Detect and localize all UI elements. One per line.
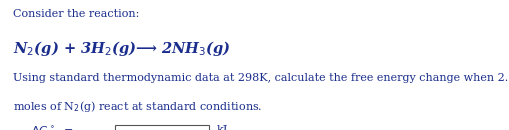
- Text: kJ: kJ: [216, 125, 228, 130]
- Text: Consider the reaction:: Consider the reaction:: [13, 9, 139, 19]
- Text: Using standard thermodynamic data at 298K, calculate the free energy change when: Using standard thermodynamic data at 298…: [13, 73, 509, 83]
- Text: $\Delta G^\circ_{\mathrm{rxn}}$ =: $\Delta G^\circ_{\mathrm{rxn}}$ =: [31, 125, 73, 130]
- FancyBboxPatch shape: [115, 125, 209, 130]
- Text: moles of N$_2$(g) react at standard conditions.: moles of N$_2$(g) react at standard cond…: [13, 99, 262, 114]
- Text: N$_2$(g) + 3H$_2$(g)⟶ 2NH$_3$(g): N$_2$(g) + 3H$_2$(g)⟶ 2NH$_3$(g): [13, 39, 231, 58]
